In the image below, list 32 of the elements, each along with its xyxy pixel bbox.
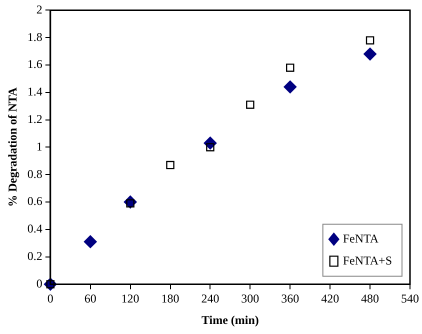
x-tick-label: 180: [161, 292, 180, 306]
point: [286, 64, 294, 72]
y-axis-title: % Degradation of NTA: [5, 87, 20, 207]
point: [84, 235, 97, 248]
y-tick-label: 1.6: [27, 57, 42, 72]
x-tick-label: 300: [241, 292, 260, 306]
legend-label: FeNTA+S: [342, 253, 392, 268]
x-tick-label: 0: [47, 292, 54, 306]
y-tick-label: 0.4: [27, 222, 42, 236]
x-tick-label: 480: [361, 292, 380, 306]
y-tick-label: 0.6: [27, 194, 42, 208]
y-tick-label: 1.2: [27, 112, 42, 126]
x-tick-label: 60: [84, 292, 96, 306]
x-tick-label: 240: [201, 292, 220, 306]
legend-label: FeNTA: [342, 231, 379, 246]
y-tick-label: 2: [36, 2, 42, 16]
y-tick-label: 0: [36, 276, 42, 290]
point: [284, 80, 297, 94]
point: [364, 48, 377, 61]
point: [366, 36, 374, 44]
point: [246, 100, 254, 109]
y-tick-label: 1.8: [27, 30, 42, 44]
y-tick-label: 1: [36, 139, 42, 154]
y-tick-label: 1.4: [27, 84, 42, 99]
y-tick-label: 0.8: [27, 166, 42, 181]
x-tick-label: 540: [401, 292, 419, 306]
x-tick-label: 420: [321, 292, 340, 306]
point: [166, 160, 174, 170]
y-tick-label: 0.2: [27, 248, 42, 263]
x-axis-title: Time (min): [201, 312, 259, 327]
x-tick-label: 120: [121, 292, 140, 306]
x-tick-label: 360: [281, 292, 300, 306]
